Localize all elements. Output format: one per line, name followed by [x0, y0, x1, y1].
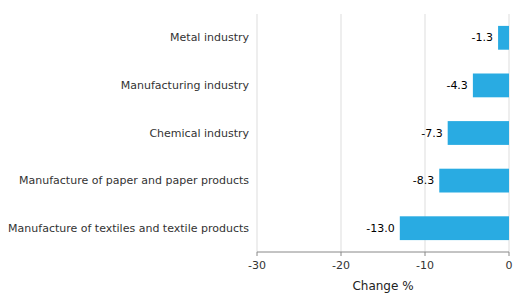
x-axis-ticks: -30 -20 -10 0	[248, 252, 512, 272]
data-label: -4.3	[446, 79, 467, 92]
bar	[473, 74, 509, 98]
tick-mark	[509, 252, 510, 256]
category-label: Manufacture of textiles and textile prod…	[8, 222, 249, 235]
data-label: -1.3	[472, 31, 493, 44]
category-labels: Metal industry Manufacturing industry Chem…	[8, 31, 249, 234]
bar	[400, 216, 509, 240]
bars	[400, 26, 509, 240]
category-label: Manufacturing industry	[121, 79, 250, 92]
grid	[257, 14, 509, 252]
bar	[448, 121, 509, 145]
category-label: Metal industry	[170, 31, 249, 44]
tick-mark	[257, 252, 258, 256]
data-label: -7.3	[421, 127, 442, 140]
category-label: Manufacture of paper and paper products	[19, 174, 249, 187]
category-label: Chemical industry	[149, 127, 249, 140]
bar	[439, 169, 509, 193]
tick-mark	[341, 252, 342, 256]
tick-label: -10	[416, 259, 434, 272]
grid-line	[257, 14, 258, 252]
chart-container: Metal industry Manufacturing industry Chem…	[0, 0, 525, 300]
tick-mark	[425, 252, 426, 256]
background	[0, 0, 525, 300]
tick-label: -20	[332, 259, 350, 272]
grid-line	[341, 14, 342, 252]
tick-label: -30	[248, 259, 266, 272]
data-label: -8.3	[413, 174, 434, 187]
x-axis-line	[257, 252, 509, 253]
tick-label: 0	[506, 259, 513, 272]
x-axis-label: Change %	[352, 279, 413, 293]
data-labels: -1.3 -4.3 -7.3 -8.3 -13.0	[366, 31, 493, 234]
chart-svg: Metal industry Manufacturing industry Chem…	[0, 0, 525, 300]
data-label: -13.0	[366, 222, 394, 235]
bar	[498, 26, 509, 50]
